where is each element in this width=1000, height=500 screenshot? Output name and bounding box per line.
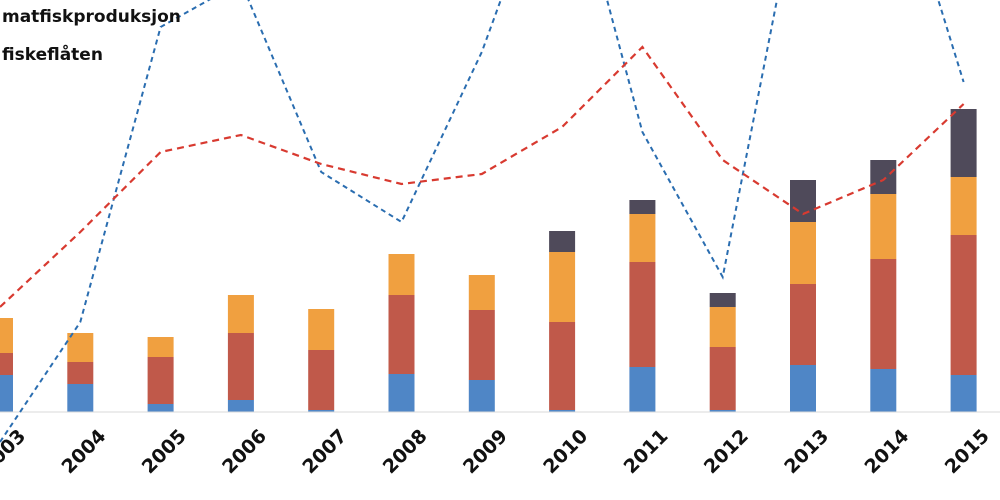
bar-2007-segment-3 [308, 309, 335, 350]
x-tick-2003: 2003 [0, 425, 30, 478]
x-tick-2008: 2008 [379, 425, 432, 478]
bar-2012-segment-1 [709, 410, 736, 412]
bar-2012-segment-4 [709, 293, 736, 307]
line-fiskeflten [0, 45, 965, 308]
line-layer [0, 0, 965, 443]
x-tick-2007: 2007 [298, 425, 351, 478]
bar-2012-segment-3 [709, 307, 736, 347]
bar-2014-segment-1 [870, 369, 897, 412]
bar-2009-segment-3 [468, 275, 495, 310]
bar-2015-segment-1 [950, 375, 977, 412]
bar-2010-segment-1 [549, 410, 576, 412]
bar-2015-segment-2 [950, 235, 977, 375]
bar-2005-segment-1 [147, 404, 174, 412]
bar-2003-segment-1 [0, 375, 13, 412]
bar-2003-segment-2 [0, 353, 13, 375]
legend-entry-matfiskproduksjon: matfiskproduksjon [2, 7, 181, 27]
bar-2007-segment-1 [308, 410, 335, 412]
bar-2013-segment-1 [790, 365, 816, 412]
bar-2004-segment-2 [67, 362, 94, 384]
x-tick-2012: 2012 [700, 425, 753, 478]
x-tick-labels: 2003 2004 2005 2006 2007 2008 2009 2010 2011 2012… [0, 425, 994, 478]
bar-2015-segment-4 [950, 109, 977, 177]
bar-2011-segment-1 [629, 367, 656, 412]
bar-2011-segment-4 [629, 200, 656, 214]
x-tick-2006: 2006 [218, 425, 271, 478]
bar-2015-segment-3 [950, 177, 977, 235]
line-matfiskproduksjon [0, 0, 965, 443]
x-tick-2011: 2011 [620, 425, 673, 478]
legend: matfiskproduksjon fiskeflåten [2, 7, 181, 65]
x-tick-2009: 2009 [459, 425, 512, 478]
bar-2009-segment-1 [468, 380, 495, 412]
bar-2011-segment-3 [629, 214, 656, 262]
bar-2013-segment-4 [790, 180, 816, 222]
bar-2010-segment-3 [549, 252, 576, 322]
bar-2008-segment-1 [388, 374, 415, 412]
x-tick-2015: 2015 [941, 425, 994, 478]
bar-2004-segment-3 [67, 333, 94, 362]
bar-2010-segment-4 [549, 231, 576, 252]
legend-entry-fiskeflaten: fiskeflåten [2, 43, 103, 65]
bar-2009-segment-2 [468, 310, 495, 380]
bar-layer [0, 109, 977, 412]
bar-2008-segment-3 [388, 254, 415, 295]
x-tick-2010: 2010 [539, 425, 592, 478]
bar-2012-segment-2 [709, 347, 736, 410]
bar-2013-segment-3 [790, 222, 816, 284]
bar-2014-segment-4 [870, 160, 897, 194]
x-tick-2004: 2004 [57, 425, 110, 478]
bar-2006-segment-2 [227, 333, 254, 400]
bar-2006-segment-1 [227, 400, 254, 412]
bar-2008-segment-2 [388, 295, 415, 374]
bar-2013-segment-2 [790, 284, 816, 365]
bar-2005-segment-3 [147, 337, 174, 357]
bar-2004-segment-1 [67, 384, 94, 412]
bar-2014-segment-2 [870, 259, 897, 369]
x-tick-2013: 2013 [780, 425, 833, 478]
bar-2011-segment-2 [629, 262, 656, 367]
x-tick-2005: 2005 [138, 425, 191, 478]
bar-2010-segment-2 [549, 322, 576, 410]
bar-2007-segment-2 [308, 350, 335, 410]
x-tick-2014: 2014 [860, 425, 913, 478]
bar-2014-segment-3 [870, 194, 897, 259]
bar-2006-segment-3 [227, 295, 254, 333]
bar-2003-segment-3 [0, 318, 13, 353]
bar-2005-segment-2 [147, 357, 174, 404]
